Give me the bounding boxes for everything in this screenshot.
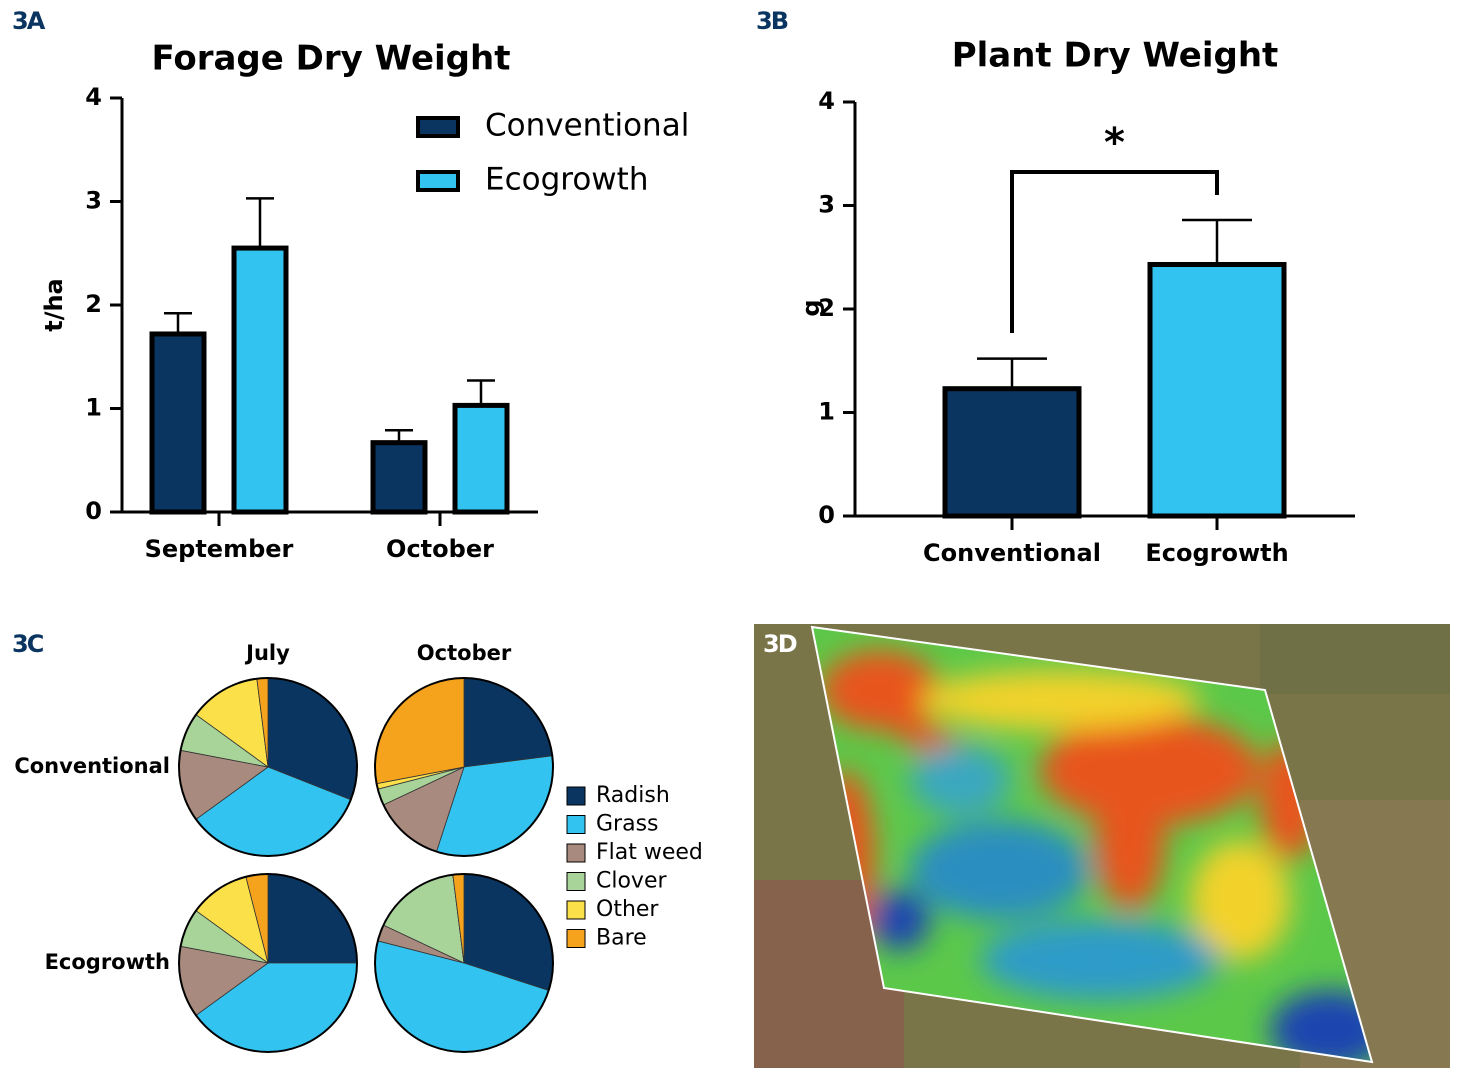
legend-swatch (567, 873, 585, 891)
bar (455, 405, 507, 512)
figure: 3A Forage Dry Weight t/ha 0 1 2 3 4 September Oct… (0, 0, 1458, 1068)
pie-slice (375, 678, 464, 784)
panel-label: 3A (12, 7, 46, 35)
legend-label: Other (596, 897, 659, 922)
y-tick-label: 1 (818, 398, 835, 426)
satellite-map (754, 620, 1450, 1068)
x-tick-label: September (145, 535, 294, 563)
bar (373, 443, 425, 512)
legend-swatch (418, 172, 458, 190)
y-axis-label: t/ha (40, 278, 68, 332)
y-tick-label: 2 (818, 294, 835, 322)
legend-label: Bare (596, 926, 647, 951)
y-tick-label: 0 (818, 501, 835, 529)
chart-title: Plant Dry Weight (952, 36, 1279, 76)
bar (945, 389, 1079, 516)
x-tick-label: October (386, 535, 494, 563)
y-tick-label: 1 (85, 394, 102, 422)
row-label: Ecogrowth (45, 950, 170, 974)
legend-swatch (567, 844, 585, 862)
legend-label: Grass (596, 812, 659, 837)
legend-swatch (567, 787, 585, 805)
legend-swatch (418, 118, 458, 136)
legend-label: Flat weed (596, 840, 703, 865)
panel-label: 3D (763, 630, 797, 658)
legend-label: Ecogrowth (485, 162, 648, 198)
x-tick-label: Conventional (923, 539, 1101, 567)
pie-slice (268, 874, 357, 963)
y-tick-label: 0 (85, 497, 102, 525)
column-label: October (417, 641, 512, 665)
panel-label: 3B (756, 7, 788, 35)
y-tick-label: 3 (85, 187, 102, 215)
bar (1150, 264, 1284, 516)
column-label: July (244, 641, 290, 665)
legend-label: Conventional (485, 108, 689, 144)
bar (152, 334, 204, 512)
y-tick-label: 4 (818, 87, 835, 115)
significance-mark: * (1104, 120, 1125, 166)
chart-title: Forage Dry Weight (152, 39, 511, 79)
row-label: Conventional (14, 754, 170, 778)
legend-swatch (567, 901, 585, 919)
legend-label: Radish (596, 783, 670, 808)
y-tick-label: 2 (85, 290, 102, 318)
y-tick-label: 4 (85, 83, 102, 111)
legend-swatch (567, 930, 585, 948)
pie-slice (464, 678, 552, 767)
panel-label: 3C (12, 630, 44, 658)
legend-swatch (567, 816, 585, 834)
bar (234, 248, 286, 512)
x-tick-label: Ecogrowth (1145, 539, 1288, 567)
y-tick-label: 3 (818, 191, 835, 219)
legend-label: Clover (596, 869, 667, 894)
